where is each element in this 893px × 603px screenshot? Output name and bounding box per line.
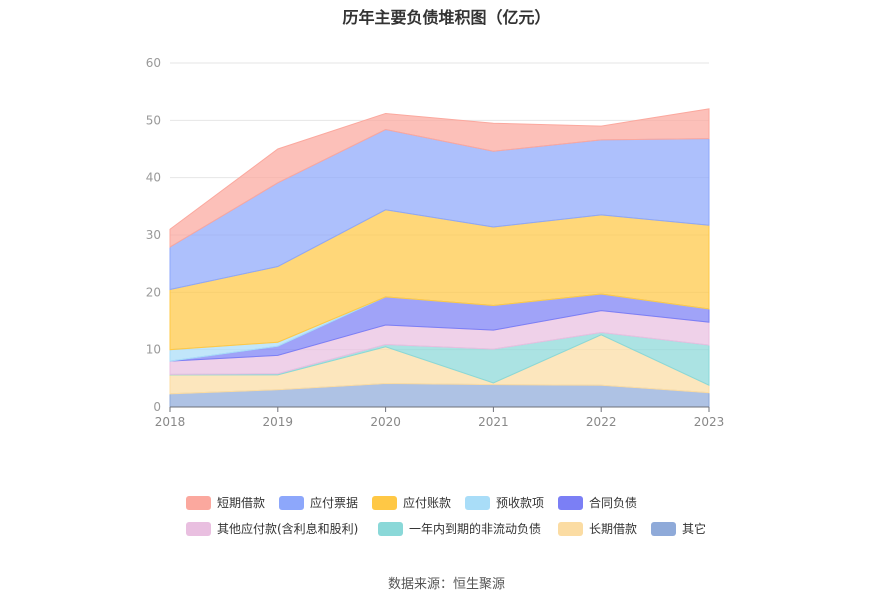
legend-item[interactable]: 短期借款: [186, 494, 265, 511]
x-tick-label: 2023: [694, 415, 725, 429]
axes: 0 10 20 30 40 50 60 2018 2019 2020 2021 2022 2023: [146, 56, 725, 429]
legend-label: 其他应付款(含利息和股利): [217, 522, 359, 536]
legend-label: 长期借款: [589, 522, 638, 536]
y-tick-label: 10: [146, 343, 161, 357]
y-tick-label: 0: [153, 400, 161, 414]
legend-swatch: [558, 495, 583, 510]
legend-item[interactable]: 一年内到期的非流动负债: [378, 520, 541, 537]
y-tick-label: 40: [146, 171, 161, 185]
legend-item[interactable]: 长期借款: [558, 520, 637, 537]
legend-swatch: [465, 495, 490, 510]
legend-swatch: [186, 521, 211, 536]
source-note: 数据来源：恒生聚源: [387, 577, 505, 592]
x-tick-label: 2020: [370, 415, 401, 429]
y-tick-label: 50: [146, 113, 161, 127]
legend-swatch: [651, 521, 676, 536]
legend-swatch: [279, 495, 304, 510]
legend-swatch: [378, 521, 403, 536]
x-tick-label: 2019: [263, 415, 294, 429]
legend-item[interactable]: 合同负债: [558, 494, 637, 511]
legend-label: 一年内到期的非流动负债: [409, 522, 542, 536]
legend-swatch: [186, 495, 211, 510]
stacked-areas: [169, 108, 710, 408]
legend-label: 应付账款: [403, 496, 452, 510]
legend-label: 预收款项: [496, 496, 545, 510]
y-tick-label: 60: [146, 56, 161, 70]
legend-item[interactable]: 应付账款: [372, 494, 451, 511]
y-tick-label: 20: [146, 285, 161, 299]
legend-swatch: [558, 521, 583, 536]
legend-label: 应付票据: [310, 496, 359, 510]
legend-label: 其它: [682, 522, 707, 536]
legend-item[interactable]: 预收款项: [465, 494, 544, 511]
legend-item[interactable]: 应付票据: [279, 494, 358, 511]
x-tick-label: 2021: [478, 415, 509, 429]
legend-swatch: [372, 495, 397, 510]
legend-label: 短期借款: [217, 496, 266, 510]
x-tick-label: 2018: [155, 415, 186, 429]
legend-item[interactable]: 其他应付款(含利息和股利): [186, 520, 358, 537]
x-tick-label: 2022: [586, 415, 617, 429]
series-area-8: [169, 108, 710, 248]
legend-item[interactable]: 其它: [651, 520, 706, 537]
legend-label: 合同负债: [589, 496, 638, 510]
y-tick-label: 30: [146, 228, 161, 242]
chart-title: 历年主要负债堆积图（亿元）: [342, 8, 551, 27]
